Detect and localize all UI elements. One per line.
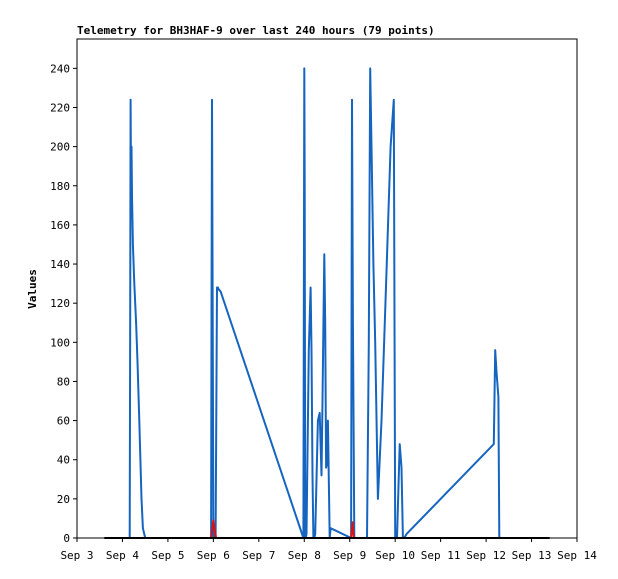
y-tick-label: 240 — [50, 62, 70, 75]
x-tick-label: Sep 7 — [242, 549, 275, 562]
x-tick-label: Sep 10 — [375, 549, 415, 562]
x-tick-label: Sep 8 — [288, 549, 321, 562]
series-line-1 — [128, 67, 501, 539]
x-tick-label: Sep 12 — [466, 549, 506, 562]
y-tick-label: 160 — [50, 219, 70, 232]
y-tick-label: 80 — [57, 375, 70, 388]
x-tick-label: Sep 9 — [333, 549, 366, 562]
y-tick-label: 60 — [57, 415, 70, 428]
y-tick-label: 20 — [57, 493, 70, 506]
y-tick-label: 140 — [50, 258, 70, 271]
series-layer — [104, 67, 550, 539]
chart-title: Telemetry for BH3HAF-9 over last 240 hou… — [77, 24, 435, 37]
y-tick-label: 120 — [50, 297, 70, 310]
y-tick-label: 40 — [57, 454, 70, 467]
x-tick-label: Sep 3 — [60, 549, 93, 562]
x-axis: Sep 3 Sep 4 Sep 5 Sep 6 Sep 7 Sep 8 Sep 9 Sep 1… — [60, 538, 597, 562]
y-axis-label: Values — [26, 269, 39, 309]
x-tick-label: Sep 11 — [421, 549, 461, 562]
x-tick-label: Sep 5 — [151, 549, 184, 562]
x-tick-label: Sep 6 — [197, 549, 230, 562]
y-tick-label: 180 — [50, 180, 70, 193]
y-tick-label: 220 — [50, 101, 70, 114]
y-tick-label: 100 — [50, 336, 70, 349]
x-tick-label: Sep 4 — [106, 549, 139, 562]
y-tick-label: 200 — [50, 141, 70, 154]
x-tick-label: Sep 13 — [512, 549, 552, 562]
y-tick-label: 0 — [63, 532, 70, 545]
y-axis: 0 20 40 60 80 100 120 140 160 180 200 220 240 — [50, 62, 77, 545]
x-tick-label: Sep 14 — [557, 549, 597, 562]
